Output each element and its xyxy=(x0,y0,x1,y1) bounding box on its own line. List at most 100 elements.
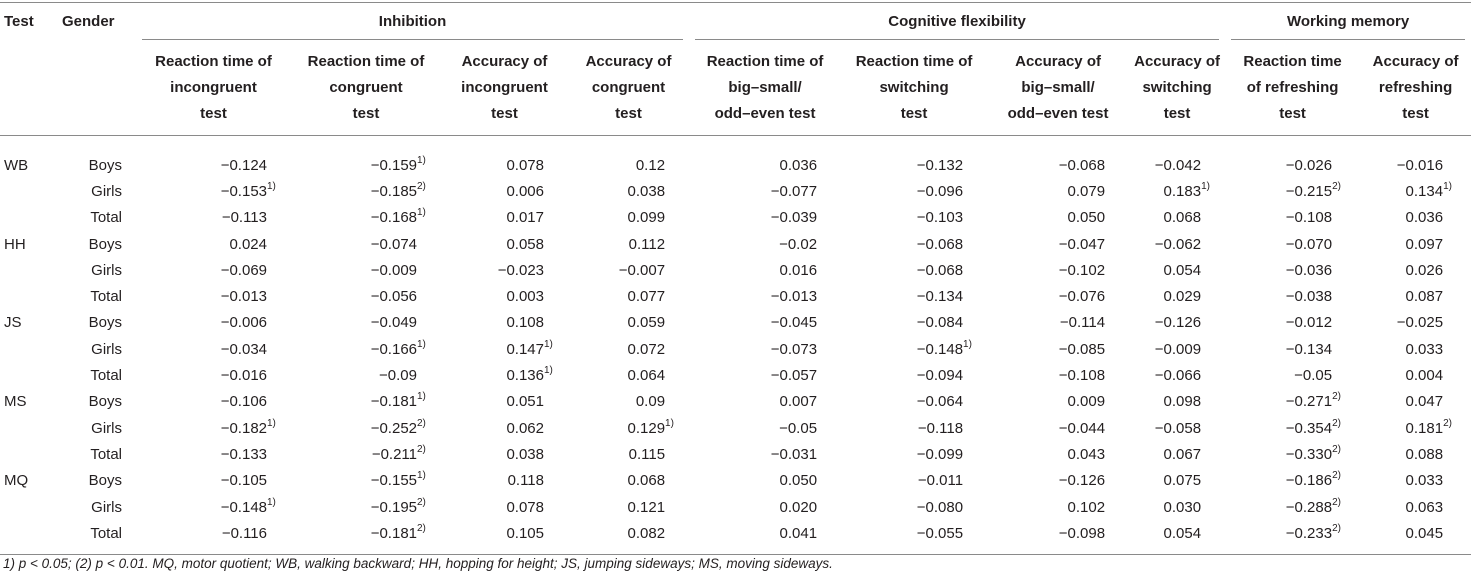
cell-number: −0.181 xyxy=(370,393,417,411)
column-header-line: refreshing xyxy=(1378,78,1453,96)
cell-value: −0.3302) xyxy=(1225,441,1360,467)
cell-value: −0.009 xyxy=(291,257,441,283)
cell-number: −0.009 xyxy=(370,261,417,279)
cell-value: 0.072 xyxy=(568,336,689,362)
cell-value: −0.108 xyxy=(1225,205,1360,231)
column-header: Reaction time of incongruent test xyxy=(136,40,291,136)
column-header-line: congruent xyxy=(591,78,666,96)
cell-value: −0.068 xyxy=(841,231,987,257)
significance-marker: 1) xyxy=(1443,180,1452,192)
cell-gender: Boys xyxy=(88,393,122,411)
cell-value: 0.082 xyxy=(568,520,690,556)
cell-number: −0.113 xyxy=(221,209,267,227)
cell-number: −0.116 xyxy=(221,524,267,542)
cell-value: −0.1531) xyxy=(136,178,291,204)
significance-marker: 1) xyxy=(267,417,276,429)
cell-number: −0.124 xyxy=(220,156,267,174)
cell-value: −0.007 xyxy=(568,257,689,283)
table-row: Girls −0.069 −0.009 −0.023 −0.007 0.016 −0.068… xyxy=(0,257,1471,283)
cell-number: −0.168 xyxy=(370,209,417,227)
cell-value: −0.047 xyxy=(987,231,1129,257)
cell-value: −0.056 xyxy=(291,283,441,309)
cell-value: −0.068 xyxy=(841,257,987,283)
significance-marker: 2) xyxy=(1332,522,1341,534)
cell-value: 0.024 xyxy=(136,231,291,257)
cell-gender: Boys xyxy=(88,156,122,174)
cell-number: 0.078 xyxy=(506,156,544,174)
cell-number: −0.099 xyxy=(916,445,964,463)
header-spacer xyxy=(0,40,56,136)
cell-number: −0.134 xyxy=(1285,340,1333,358)
column-header: Reaction time of refreshing test xyxy=(1225,40,1360,136)
cell-number: −0.252 xyxy=(370,419,417,437)
cell-value: −0.2712) xyxy=(1225,389,1360,415)
cell-value: −0.055 xyxy=(841,520,988,556)
cell-value: 0.1471) xyxy=(441,336,568,362)
column-header-line: test xyxy=(900,104,928,122)
column-header-line: Reaction time of xyxy=(706,52,824,70)
cell-number: −0.038 xyxy=(1285,288,1333,306)
cell-number: 0.078 xyxy=(506,498,544,516)
column-header: Accuracy of incongruent test xyxy=(441,40,568,136)
cell-value: −0.116 xyxy=(136,520,291,556)
table-row: Total −0.116 −0.1812) 0.105 0.082 0.041 −0.055… xyxy=(0,520,1471,556)
cell-value: −0.068 xyxy=(987,136,1129,179)
cell-number: −0.148 xyxy=(220,498,267,516)
cell-value: 0.118 xyxy=(441,468,568,494)
cell-value: 0.026 xyxy=(1360,257,1471,283)
significance-marker: 2) xyxy=(1332,443,1341,455)
cell-number: 0.112 xyxy=(628,235,666,253)
cell-value: −0.006 xyxy=(136,310,291,336)
cell-number: 0.007 xyxy=(779,393,818,411)
cell-value: −0.045 xyxy=(689,310,841,336)
cell-value: −0.1952) xyxy=(291,494,441,520)
cell-number: 0.068 xyxy=(627,472,666,490)
cell-value: −0.085 xyxy=(987,336,1129,362)
cell-number: 0.118 xyxy=(507,472,544,490)
cell-number: −0.012 xyxy=(1285,314,1333,332)
cell-number: −0.181 xyxy=(370,524,417,542)
column-header-line: Accuracy of xyxy=(585,52,672,70)
cell-number: −0.186 xyxy=(1285,472,1333,490)
significance-marker: 1) xyxy=(417,207,426,219)
cell-value: 0.097 xyxy=(1360,231,1471,257)
cell-number: 0.058 xyxy=(506,235,544,253)
cell-number: 0.043 xyxy=(1067,445,1106,463)
significance-marker: 2) xyxy=(417,180,426,192)
cell-value: −0.126 xyxy=(1129,310,1225,336)
significance-marker: 2) xyxy=(1332,180,1341,192)
cell-value: −0.105 xyxy=(136,468,291,494)
cell-number: −0.013 xyxy=(770,288,818,306)
significance-marker: 1) xyxy=(544,365,553,377)
cell-value: −0.133 xyxy=(136,441,291,467)
cell-value: −0.098 xyxy=(987,520,1130,556)
cell-number: 0.097 xyxy=(1405,235,1444,253)
column-header-line: congruent xyxy=(329,78,403,96)
cell-value: −0.076 xyxy=(987,283,1129,309)
cell-value: −0.013 xyxy=(136,283,291,309)
cell-value: −0.1661) xyxy=(291,336,441,362)
cell-value: −0.2522) xyxy=(291,415,441,441)
cell-number: 0.067 xyxy=(1163,445,1202,463)
table-row: WB Boys −0.124 −0.1591) 0.078 0.12 0.036 −0.132… xyxy=(0,136,1471,179)
cell-gender: Boys xyxy=(88,235,122,253)
cell-number: −0.148 xyxy=(916,340,964,358)
cell-value: 0.016 xyxy=(689,257,841,283)
column-header-line: switching xyxy=(1142,78,1212,96)
table-row: Girls −0.034 −0.1661) 0.1471) 0.072 −0.073 −0.… xyxy=(0,336,1471,362)
cell-test xyxy=(0,362,56,388)
cell-number: −0.094 xyxy=(916,367,964,385)
cell-number: −0.153 xyxy=(220,182,267,200)
cell-value: 0.006 xyxy=(441,178,568,204)
cell-number: −0.068 xyxy=(1058,156,1106,174)
table-body: WB Boys −0.124 −0.1591) 0.078 0.12 0.036 −0.132… xyxy=(0,136,1471,556)
column-header-line: switching xyxy=(879,78,949,96)
cell-number: 0.041 xyxy=(779,524,818,542)
cell-test xyxy=(0,415,56,441)
cell-number: 0.045 xyxy=(1405,524,1444,542)
header-cognitive-flexibility: Cognitive flexibility xyxy=(689,2,1226,40)
cell-number: 0.09 xyxy=(635,393,666,411)
cell-value: 0.115 xyxy=(568,441,689,467)
cell-number: −0.132 xyxy=(916,156,964,174)
table-row: HH Boys 0.024 −0.074 0.058 0.112 −0.02 −0.068 −0… xyxy=(0,231,1471,257)
